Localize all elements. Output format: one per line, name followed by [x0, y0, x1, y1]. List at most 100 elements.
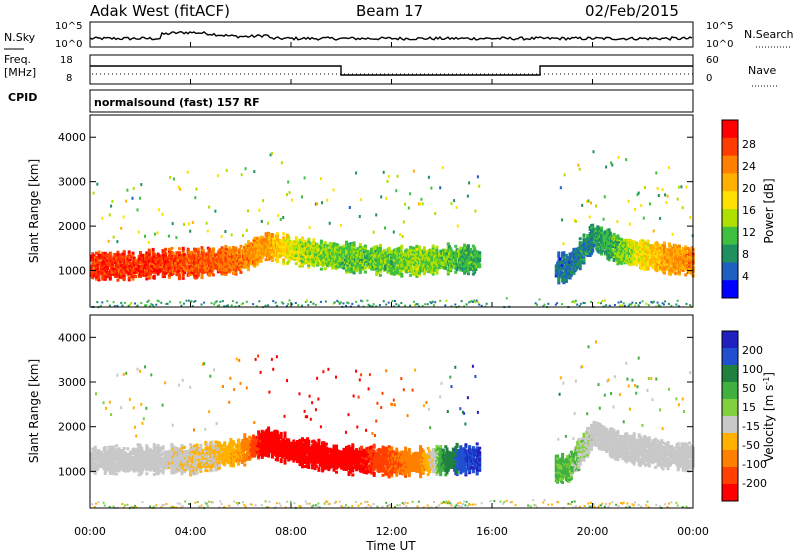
heatmap-cell [612, 234, 616, 238]
heatmap-cell [454, 244, 458, 248]
heatmap-cell [414, 254, 418, 258]
heatmap-cell [352, 243, 356, 247]
heatmap-cell [210, 271, 214, 275]
heatmap-cell [665, 267, 669, 271]
heatmap-cell [392, 272, 396, 276]
heatmap-cell [307, 265, 311, 269]
heatmap-cell [671, 232, 674, 236]
heatmap-cell [430, 186, 433, 190]
heatmap-cell [600, 226, 603, 230]
heatmap-cell [303, 261, 307, 265]
heatmap-cell [422, 272, 426, 276]
heatmap-cell [264, 232, 268, 236]
heatmap-cell [333, 257, 337, 261]
heatmap-cell [253, 262, 257, 266]
heatmap-cell [608, 247, 612, 251]
heatmap-cell [111, 263, 115, 267]
freq-label-2: [MHz] [4, 66, 36, 79]
heatmap-cell [270, 259, 274, 262]
heatmap-cell [655, 269, 659, 273]
heatmap-cell [323, 243, 327, 247]
heatmap-cell [228, 246, 232, 250]
heatmap-cell [105, 406, 108, 410]
heatmap-cell [91, 256, 95, 260]
heatmap-cell [91, 270, 95, 274]
heatmap-cell [200, 303, 203, 306]
heatmap-cell [372, 267, 376, 271]
heatmap-cell [405, 266, 409, 270]
heatmap-cell [382, 248, 386, 252]
heatmap-cell [122, 276, 126, 280]
heatmap-cell [586, 250, 590, 253]
heatmap-cell [116, 304, 119, 307]
heatmap-cell [171, 252, 175, 255]
heatmap-cell [434, 212, 437, 215]
heatmap-cell [636, 249, 640, 253]
heatmap-cell [175, 251, 179, 255]
noise-tick-right-top: 10^5 [706, 21, 733, 32]
heatmap-cell [127, 468, 131, 472]
heatmap-cell [655, 241, 659, 245]
heatmap-cell [312, 238, 316, 242]
heatmap-cell [120, 256, 124, 260]
heatmap-cell [108, 447, 112, 451]
heatmap-cell [352, 247, 356, 251]
heatmap-cell [434, 301, 437, 304]
heatmap-cell [110, 453, 114, 457]
heatmap-cell [562, 279, 566, 283]
heatmap-cell [336, 243, 340, 247]
heatmap-cell [543, 303, 546, 306]
heatmap-cell [660, 249, 664, 253]
heatmap-cell [314, 303, 317, 306]
heatmap-cell [134, 425, 136, 429]
heatmap-cell [400, 268, 404, 272]
heatmap-cell [126, 455, 130, 459]
heatmap-cell [270, 257, 274, 260]
heatmap-cell [96, 262, 100, 266]
heatmap-cell [151, 247, 155, 251]
heatmap-cell [429, 270, 433, 274]
heatmap-cell [282, 302, 285, 305]
heatmap-cell [105, 468, 109, 472]
heatmap-cell [145, 304, 148, 307]
heatmap-cell [199, 263, 203, 267]
heatmap-cell [587, 248, 591, 252]
heatmap-cell [304, 300, 307, 303]
heatmap-cell [578, 267, 582, 271]
heatmap-cell [194, 260, 198, 264]
heatmap-cell [167, 275, 171, 279]
heatmap-cell [360, 198, 363, 202]
heatmap-cell [425, 266, 429, 269]
heatmap-cell [562, 277, 566, 281]
heatmap-cell [149, 272, 152, 276]
heatmap-cell [183, 302, 185, 305]
heatmap-cell [666, 264, 670, 268]
heatmap-cell [122, 215, 125, 219]
heatmap-cell [240, 303, 243, 306]
heatmap-cell [127, 254, 131, 258]
power-heatmap [90, 150, 695, 309]
heatmap-cell [372, 247, 376, 251]
heatmap-cell [286, 233, 289, 237]
heatmap-cell [275, 304, 278, 307]
heatmap-cell [688, 262, 691, 266]
heatmap-cell [294, 262, 298, 266]
heatmap-cell [667, 242, 671, 246]
heatmap-cell [561, 303, 564, 306]
heatmap-cell [429, 254, 433, 258]
heatmap-cell [659, 268, 663, 272]
heatmap-cell [166, 302, 169, 305]
heatmap-cell [646, 263, 650, 267]
heatmap-cell [314, 202, 317, 206]
heatmap-cell [181, 250, 185, 254]
heatmap-cell [645, 245, 649, 249]
heatmap-cell [155, 303, 158, 306]
heatmap-cell [424, 303, 427, 306]
heatmap-cell [331, 250, 335, 254]
heatmap-cell [361, 245, 365, 249]
heatmap-cell [414, 270, 418, 274]
heatmap-cell [128, 458, 132, 462]
heatmap-cell [196, 251, 200, 255]
heatmap-cell [301, 262, 304, 266]
